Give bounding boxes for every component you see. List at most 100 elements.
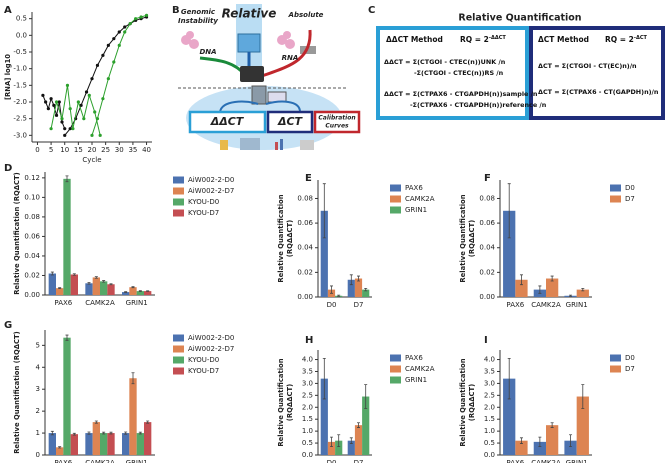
y-tick-label: 0.06 <box>297 219 313 227</box>
y-tick-label: 3.0 <box>484 379 495 387</box>
y-tick-label: 0.00 <box>24 291 40 299</box>
y-tick-label: 2.0 <box>484 403 495 411</box>
error-bar <box>507 183 511 239</box>
formula: ΔCT = Σ(CTGOI - CT(EC)n)/n <box>538 62 637 70</box>
error-bar <box>330 436 333 448</box>
bar <box>515 440 528 455</box>
method-rq: RQ = 2-ΔCT <box>605 35 648 45</box>
legend-swatch <box>173 209 184 217</box>
diagram-left: Genomic <box>181 8 216 16</box>
y-tick-label: 0.00 <box>479 293 495 301</box>
y-tick-label: 2.5 <box>302 391 313 399</box>
legend-swatch <box>173 356 184 364</box>
x-tick-label: 25 <box>101 146 110 154</box>
point <box>54 100 59 104</box>
point <box>79 103 83 107</box>
point <box>117 43 121 47</box>
y-tick-label: 1.0 <box>484 427 495 435</box>
error-bar <box>364 384 368 409</box>
legend-label: D0 <box>625 184 635 192</box>
point <box>63 127 67 131</box>
point <box>106 43 110 47</box>
point <box>65 83 70 87</box>
legend-label: AiW002-2-D0 <box>188 176 234 184</box>
method-heading: ΔCT Method <box>538 35 589 44</box>
error-bar <box>109 431 113 435</box>
ddct-method-box <box>376 26 529 120</box>
icon <box>220 140 228 150</box>
y-axis-label: (RQΔΔCT) <box>468 384 476 421</box>
calibration-label: Calibration <box>318 115 355 122</box>
dct-label: ΔCT <box>277 115 304 128</box>
legend-label: CAMK2A <box>405 195 435 203</box>
y-tick-label: 1 <box>36 429 40 437</box>
y-tick-label: 0.04 <box>24 252 40 260</box>
x-tick-label: GRIN1 <box>126 459 148 463</box>
error-bar <box>146 420 150 424</box>
point <box>128 22 132 26</box>
monitor <box>267 91 287 103</box>
error-bar <box>581 287 585 292</box>
icon <box>275 142 278 150</box>
error-bar <box>109 283 113 286</box>
bar <box>546 278 559 297</box>
error-bar <box>131 286 135 289</box>
series-line <box>42 95 66 129</box>
error-bar <box>65 175 69 183</box>
bar <box>92 422 100 455</box>
y-tick-label: 3 <box>36 385 40 393</box>
x-tick-label: 30 <box>115 146 124 154</box>
x-tick-label: GRIN1 <box>126 299 148 307</box>
panel-label: F <box>484 173 491 184</box>
legend-swatch <box>390 195 401 203</box>
y-tick-label: 3.5 <box>302 367 313 375</box>
point <box>134 17 138 21</box>
bar <box>85 283 93 295</box>
ddct-label: ΔΔCT <box>210 115 245 128</box>
error-bar <box>131 372 135 385</box>
legend-swatch <box>390 365 401 373</box>
bar <box>136 433 144 455</box>
point <box>93 110 97 114</box>
formula: -Σ(CTPAX6 - CTGAPDH(n))reference /n <box>410 101 547 109</box>
bar <box>70 274 78 295</box>
instrument <box>240 66 264 82</box>
y-tick-label: 0.0 <box>302 451 313 459</box>
legend-label: KYOU-D0 <box>188 356 219 364</box>
flow <box>219 100 301 113</box>
legend-label: CAMK2A <box>405 365 435 373</box>
rq-sup: -ΔCT <box>634 35 648 41</box>
y-axis-label: Relative Quantification (RQΔCT) <box>13 331 21 454</box>
bar <box>100 281 108 295</box>
bar <box>327 441 336 455</box>
y-tick-label: 0.00 <box>297 293 313 301</box>
point <box>90 77 94 81</box>
bar <box>320 210 328 297</box>
bar <box>107 433 115 455</box>
bar <box>129 378 137 455</box>
point <box>76 100 80 104</box>
legend-swatch <box>390 354 401 362</box>
error-bar <box>322 183 326 239</box>
x-tick-label: D0 <box>327 301 337 309</box>
x-tick-label: 10 <box>60 146 69 154</box>
bar <box>48 273 56 295</box>
bar <box>70 434 78 455</box>
legend-swatch <box>390 184 401 192</box>
error-bar <box>87 282 91 285</box>
error-bar <box>581 384 585 409</box>
x-tick-label: PAX6 <box>54 299 72 307</box>
y-tick-label: -1.5 <box>13 81 27 89</box>
y-tick-label: 0.5 <box>16 15 27 23</box>
series-line <box>64 16 147 136</box>
error-bar <box>550 422 554 428</box>
legend-swatch <box>390 376 401 384</box>
legend-swatch <box>173 176 184 184</box>
error-bar <box>337 434 341 448</box>
x-tick-label: CAMK2A <box>531 459 561 463</box>
bar <box>347 440 355 455</box>
error-bar <box>87 431 91 435</box>
diagram-left: Instability <box>178 17 218 25</box>
error-bar <box>102 431 106 435</box>
x-tick-label: CAMK2A <box>85 299 115 307</box>
